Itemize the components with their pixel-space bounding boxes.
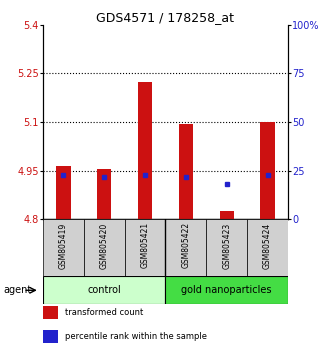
Text: GSM805421: GSM805421: [141, 222, 150, 268]
Text: percentile rank within the sample: percentile rank within the sample: [65, 332, 207, 341]
Bar: [56, 166, 71, 219]
Bar: [179, 124, 193, 219]
Bar: [219, 211, 234, 219]
Bar: [43, 219, 84, 276]
Bar: [43, 307, 58, 319]
Text: GSM805424: GSM805424: [263, 222, 272, 269]
Bar: [138, 81, 152, 219]
Text: gold nanoparticles: gold nanoparticles: [181, 285, 272, 295]
Bar: [260, 122, 275, 219]
Text: agent: agent: [3, 285, 31, 295]
Text: GSM805419: GSM805419: [59, 222, 68, 269]
Bar: [97, 169, 112, 219]
Text: GSM805423: GSM805423: [222, 222, 231, 269]
Bar: [43, 330, 58, 343]
Bar: [84, 219, 125, 276]
Text: GSM805422: GSM805422: [181, 222, 190, 268]
Text: control: control: [87, 285, 121, 295]
Bar: [247, 219, 288, 276]
Bar: [166, 219, 206, 276]
Text: transformed count: transformed count: [65, 308, 143, 317]
Title: GDS4571 / 178258_at: GDS4571 / 178258_at: [97, 11, 234, 24]
Bar: [206, 219, 247, 276]
Bar: [166, 276, 288, 304]
Bar: [43, 276, 166, 304]
Text: GSM805420: GSM805420: [100, 222, 109, 269]
Bar: [125, 219, 166, 276]
